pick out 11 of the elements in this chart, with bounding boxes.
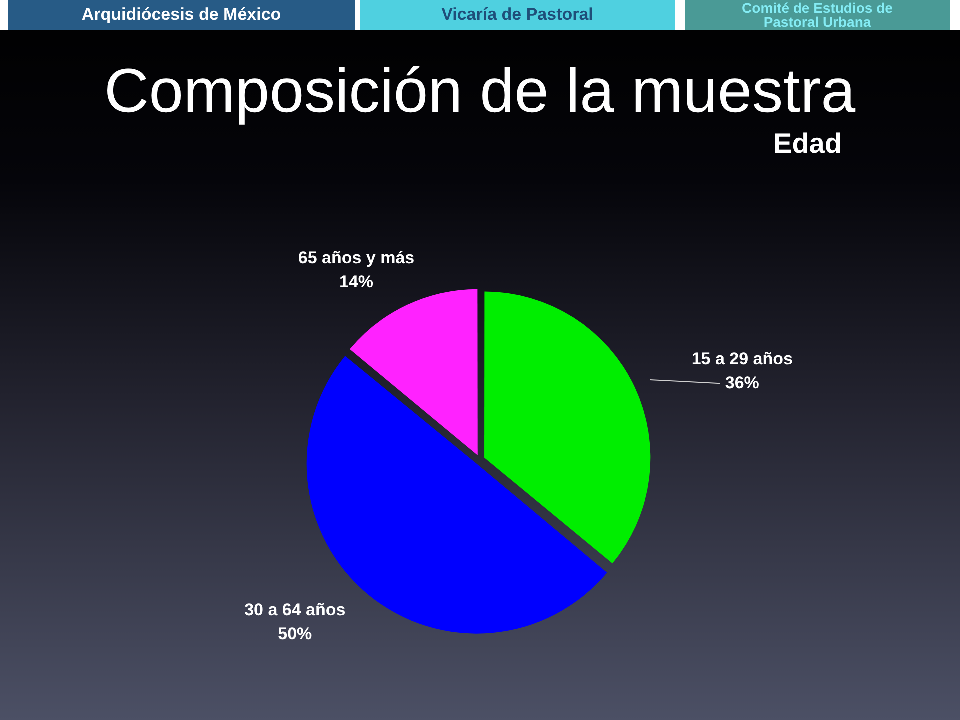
slice-label: 15 a 29 años xyxy=(692,349,793,368)
data-label: 14% xyxy=(340,272,374,292)
slice-label: 65 años y más xyxy=(298,248,415,268)
chart-title: Composición de la muestra xyxy=(104,57,856,126)
header-tab: Arquidiócesis de México xyxy=(8,0,355,30)
slice-label: 30 a 64 años xyxy=(244,600,346,620)
header-tab: Comité de Estudios de Pastoral Urbana xyxy=(685,0,950,30)
data-label: 36% xyxy=(725,373,760,392)
chart-subtitle: Edad xyxy=(774,127,842,161)
data-label: 50% xyxy=(278,624,312,644)
header-tab: Vicaría de Pastoral xyxy=(360,0,675,30)
